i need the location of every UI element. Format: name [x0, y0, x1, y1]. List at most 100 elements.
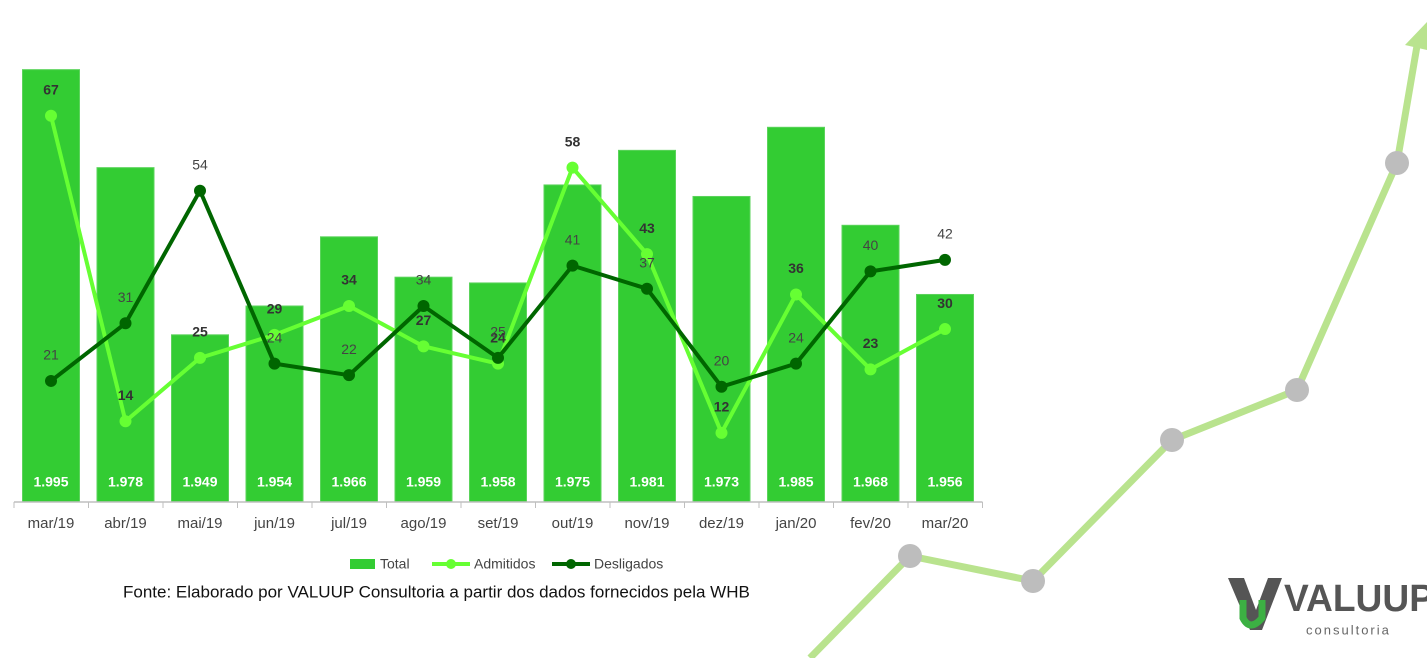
- line-point: [790, 288, 802, 301]
- line-value-label: 22: [341, 341, 357, 357]
- line-point: [864, 265, 877, 278]
- legend-swatch: [350, 559, 375, 569]
- line-point: [641, 282, 653, 295]
- bar-value-label: 1.981: [629, 474, 664, 490]
- line-value-label: 67: [43, 81, 59, 97]
- line-value-label: 14: [118, 387, 134, 403]
- line-point: [417, 300, 430, 312]
- x-tick-label: set/19: [478, 515, 519, 532]
- legend-label: Admitidos: [474, 556, 535, 572]
- bar-value-label: 1.973: [704, 474, 739, 490]
- bar: [618, 149, 676, 503]
- line-point: [343, 369, 355, 382]
- line-point: [45, 374, 57, 387]
- line-value-label: 21: [43, 347, 59, 363]
- decorative-arrow: [1405, 22, 1427, 50]
- line-value-label: 24: [267, 329, 283, 345]
- line-point: [268, 357, 281, 370]
- x-tick-label: mai/19: [177, 515, 222, 532]
- bar: [394, 276, 453, 503]
- line-value-label: 42: [937, 226, 953, 242]
- logo-u: [1239, 600, 1266, 629]
- line-point: [343, 300, 355, 312]
- line-point: [566, 259, 579, 272]
- x-tick-label: mar/20: [922, 515, 969, 532]
- line-point: [119, 317, 132, 330]
- bar-value-label: 1.978: [108, 474, 143, 490]
- line-value-label: 24: [788, 329, 804, 345]
- logo: VALUUP consultoria: [1228, 578, 1427, 637]
- decorative-dot: [1285, 378, 1309, 402]
- decorative-dot: [1385, 151, 1409, 175]
- line-point: [939, 253, 951, 266]
- line-value-label: 34: [416, 272, 432, 288]
- bar-value-label: 1.958: [480, 474, 515, 490]
- bar-value-label: 1.966: [331, 474, 366, 490]
- x-tick-label: mar/19: [28, 515, 75, 532]
- x-tick-label: jul/19: [330, 515, 367, 532]
- x-tick-label: dez/19: [699, 515, 744, 532]
- x-tick-label: out/19: [552, 515, 594, 532]
- line-value-label: 31: [118, 289, 134, 305]
- line-value-label: 12: [714, 399, 730, 415]
- x-tick-label: nov/19: [624, 515, 669, 532]
- line-point: [119, 415, 132, 428]
- x-tick-label: jun/19: [253, 515, 295, 532]
- source-note: Fonte: Elaborado por VALUUP Consultoria …: [123, 582, 750, 601]
- line-value-label: 41: [565, 231, 581, 247]
- bar-value-label: 1.949: [182, 474, 217, 490]
- line-point: [194, 184, 206, 197]
- decorative-dot: [898, 544, 922, 568]
- bar: [543, 184, 602, 503]
- decorative-trend-line: [807, 39, 1422, 658]
- line-point: [566, 161, 579, 174]
- line-value-label: 54: [192, 156, 208, 172]
- line-point: [790, 357, 802, 370]
- line-value-label: 25: [490, 324, 506, 340]
- line-value-label: 29: [267, 301, 283, 317]
- x-tick-label: abr/19: [104, 515, 147, 532]
- bar-value-label: 1.985: [778, 474, 813, 490]
- bar-value-label: 1.956: [927, 474, 962, 490]
- line-point: [715, 380, 728, 393]
- line-value-label: 25: [192, 324, 208, 340]
- line-point: [641, 248, 653, 261]
- line-point: [864, 363, 877, 376]
- decorative-dot: [1160, 428, 1184, 452]
- line-point: [194, 351, 206, 364]
- line-point: [268, 328, 281, 341]
- x-tick-label: ago/19: [401, 515, 447, 532]
- line-value-label: 23: [863, 335, 879, 351]
- line-value-label: 20: [714, 352, 730, 368]
- bar: [469, 282, 527, 503]
- line-point: [417, 340, 430, 353]
- bar-value-label: 1.968: [853, 474, 888, 490]
- line-value-label: 43: [639, 220, 655, 236]
- bar: [96, 167, 155, 503]
- line-point: [45, 109, 57, 122]
- logo-tagline: consultoria: [1306, 622, 1391, 637]
- bar-value-label: 1.959: [406, 474, 441, 490]
- line-value-label: 24: [490, 329, 506, 345]
- line-value-label: 58: [565, 133, 581, 149]
- background-decoration: [807, 22, 1427, 658]
- legend-swatch-dot: [566, 559, 576, 569]
- line-value-label: 36: [788, 260, 804, 276]
- line-value-label: 30: [937, 295, 953, 311]
- line-point: [492, 351, 504, 364]
- logo-name: VALUUP: [1284, 578, 1427, 620]
- x-tick-label: jan/20: [775, 515, 817, 532]
- line-value-label: 37: [639, 254, 655, 270]
- bar: [692, 195, 751, 503]
- bar-value-label: 1.975: [555, 474, 590, 490]
- line-value-label: 27: [416, 312, 432, 328]
- bar-value-label: 1.995: [33, 474, 68, 490]
- decorative-dot: [1021, 569, 1045, 593]
- bar: [22, 69, 80, 503]
- line-point: [939, 323, 951, 336]
- line-value-label: 40: [863, 237, 879, 253]
- x-tick-label: fev/20: [850, 515, 891, 532]
- bar-value-label: 1.954: [257, 474, 292, 490]
- legend-label: Desligados: [594, 556, 663, 572]
